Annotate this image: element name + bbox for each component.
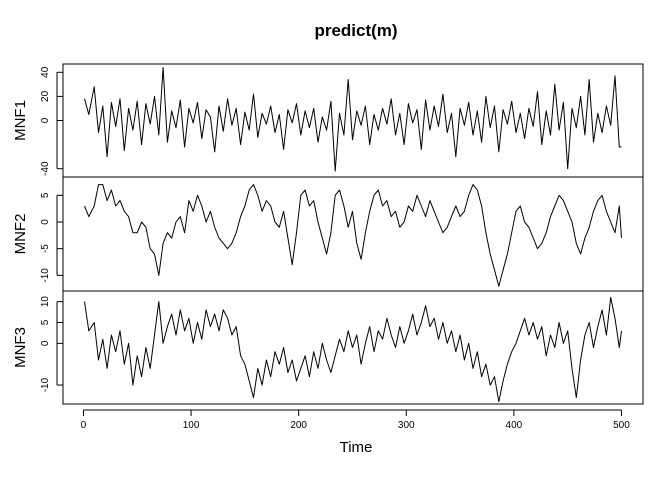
y-tick-label: -10 — [40, 268, 51, 283]
series-line-mnf3 — [84, 296, 622, 403]
x-tick-label: 400 — [506, 420, 523, 431]
panels: -40 0 20 40 MNF1 -10 -5 0 5 MNF2 -10 0 5 10 MNF3 — [12, 63, 644, 405]
y-tick-label: -10 — [40, 377, 51, 392]
y-tick-label: -5 — [40, 244, 51, 253]
panel-label-mnf3: MNF3 — [12, 327, 29, 368]
panel-label-mnf2: MNF2 — [12, 214, 29, 255]
x-tick-label: 500 — [613, 420, 630, 431]
y-tick-label: 0 — [40, 219, 51, 225]
panel-mnf2: -10 -5 0 5 MNF2 — [12, 176, 644, 292]
y-tick-label: 0 — [40, 340, 51, 346]
y-tick-label: -40 — [40, 161, 51, 176]
y-tick-label: 10 — [40, 296, 51, 308]
series-line-mnf1 — [84, 67, 622, 172]
x-tick-label: 300 — [398, 420, 415, 431]
y-tick-label: 0 — [40, 117, 51, 123]
y-tick-label: 40 — [40, 66, 51, 78]
x-tick-label: 200 — [290, 420, 307, 431]
panel-mnf3: -10 0 5 10 MNF3 — [12, 290, 644, 405]
panel-frame — [62, 63, 644, 178]
x-tick-label: 100 — [183, 420, 200, 431]
x-tick-label: 0 — [81, 420, 87, 431]
series-line-mnf2 — [84, 184, 622, 287]
y-tick-label: 5 — [40, 319, 51, 325]
y-tick-label: 5 — [40, 192, 51, 198]
panel-frame — [62, 176, 644, 292]
chart-title: predict(m) — [314, 21, 397, 40]
panel-frame — [62, 290, 644, 405]
panel-mnf1: -40 0 20 40 MNF1 — [12, 63, 644, 178]
x-axis-label: Time — [340, 439, 373, 456]
panel-label-mnf1: MNF1 — [12, 100, 29, 141]
y-tick-label: 20 — [40, 90, 51, 102]
x-axis: 0 100 200 300 400 500 — [81, 409, 630, 431]
